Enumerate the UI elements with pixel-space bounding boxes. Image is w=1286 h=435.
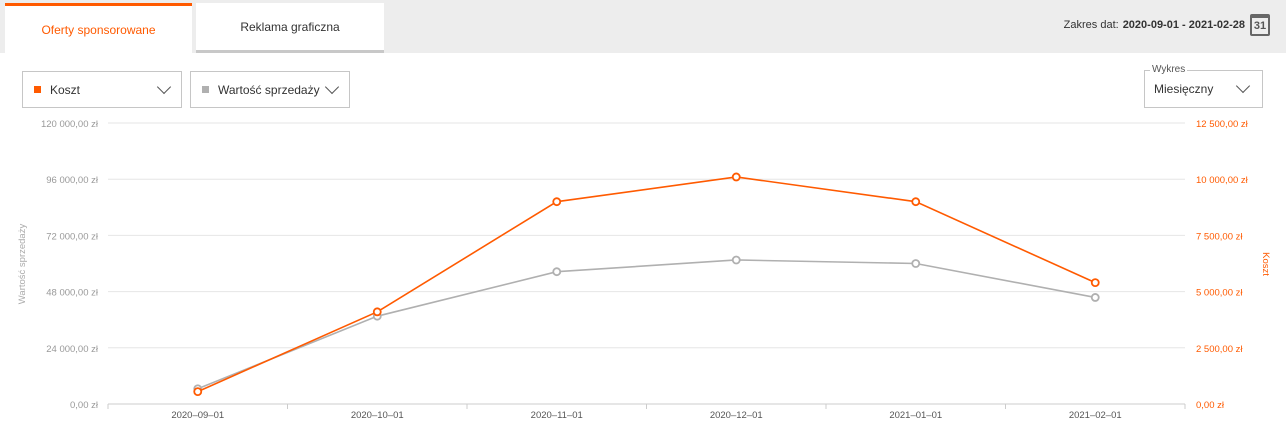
metric-select-sales[interactable]: Wartość sprzedaży xyxy=(190,71,350,108)
data-point xyxy=(193,387,203,397)
data-point xyxy=(552,197,562,207)
date-range-value: 2020-09-01 - 2021-02-28 xyxy=(1122,19,1245,31)
square-icon xyxy=(202,86,209,93)
left-tick-label: 72 000,00 zł xyxy=(46,231,99,242)
x-tick-label: 2020–10–01 xyxy=(351,410,404,421)
data-point xyxy=(911,197,921,207)
data-point xyxy=(911,259,921,268)
tab-sponsored-offers[interactable]: Oferty sponsorowane xyxy=(5,3,192,53)
left-tick-label: 96 000,00 zł xyxy=(46,175,99,186)
left-tick-label: 0,00 zł xyxy=(70,400,99,411)
x-tick-label: 2020–11–01 xyxy=(531,410,583,421)
chart-period-select[interactable]: Wykres Miesięczny xyxy=(1144,64,1263,108)
date-range-label: Zakres dat: xyxy=(1063,19,1119,31)
metric-select-cost[interactable]: Koszt xyxy=(22,71,182,108)
metric-select-label: Wartość sprzedaży xyxy=(218,82,320,97)
left-tick-label: 120 000,00 zł xyxy=(41,119,99,130)
chevron-down-icon xyxy=(1235,78,1251,94)
data-point xyxy=(552,267,562,277)
tab-bar: Oferty sponsorowane Reklama graficzna Za… xyxy=(0,0,1286,53)
x-tick-label: 2020–12–01 xyxy=(710,410,763,421)
data-point xyxy=(731,255,741,265)
data-point xyxy=(1090,278,1100,288)
right-tick-label: 7 500,00 zł xyxy=(1196,231,1243,242)
chevron-down-icon xyxy=(156,79,172,95)
metric-select-label: Koszt xyxy=(50,82,81,97)
data-point xyxy=(1090,293,1100,302)
series-line xyxy=(197,259,1096,390)
tab-display-ads[interactable]: Reklama graficzna xyxy=(196,3,384,53)
data-point xyxy=(372,307,382,317)
right-tick-label: 5 000,00 zł xyxy=(1196,288,1243,299)
x-tick-label: 2020–09–01 xyxy=(171,410,224,421)
data-point xyxy=(193,384,203,394)
chart-period-legend: Wykres xyxy=(1150,64,1188,75)
left-tick-label: 24 000,00 zł xyxy=(46,344,99,355)
chevron-down-icon xyxy=(324,79,340,95)
x-tick-label: 2021–02–01 xyxy=(1069,410,1122,421)
left-axis-title: Wartość sprzedaży xyxy=(17,224,28,305)
right-tick-label: 0,00 zł xyxy=(1196,400,1225,411)
right-axis-title: Koszt xyxy=(1260,252,1271,276)
left-tick-label: 48 000,00 zł xyxy=(46,288,99,299)
x-tick-label: 2021–01–01 xyxy=(889,410,942,421)
right-tick-label: 10 000,00 zł xyxy=(1196,175,1249,186)
square-icon xyxy=(34,86,41,93)
calendar-icon[interactable]: 31 xyxy=(1250,14,1270,36)
right-tick-label: 2 500,00 zł xyxy=(1196,344,1243,355)
data-point xyxy=(731,172,741,182)
chart-period-value: Miesięczny xyxy=(1154,82,1214,96)
series-line xyxy=(197,176,1096,393)
date-range[interactable]: Zakres dat: 2020-09-01 - 2021-02-28 31 xyxy=(1064,14,1270,36)
right-tick-label: 12 500,00 zł xyxy=(1196,119,1249,130)
data-point xyxy=(372,311,382,321)
